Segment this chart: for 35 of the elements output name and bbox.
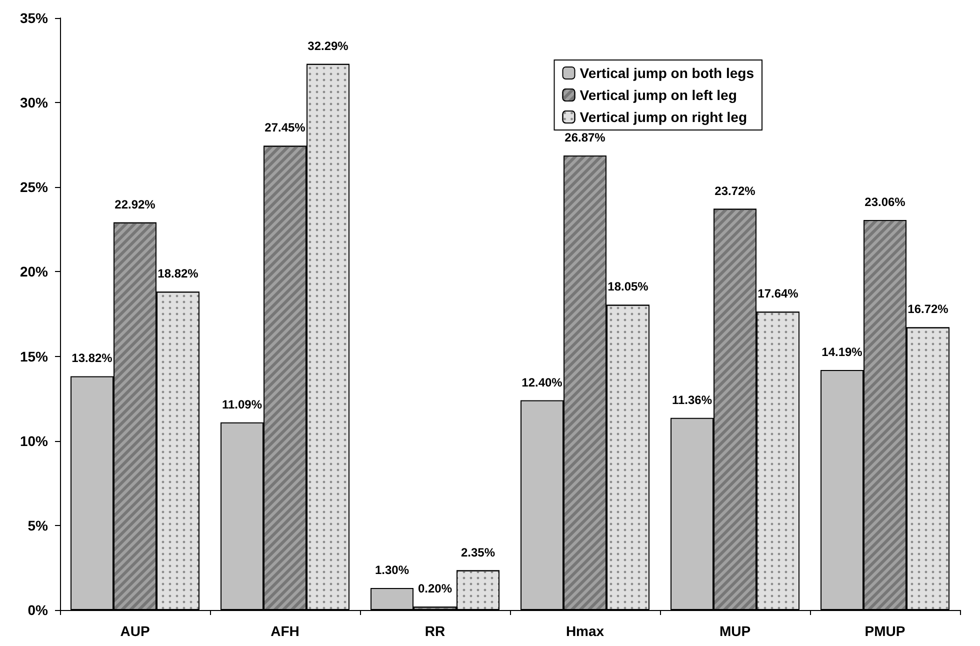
- data-label: 18.82%: [158, 266, 199, 281]
- y-tick-label: 30%: [20, 94, 49, 111]
- legend-label: Vertical jump on left leg: [580, 87, 737, 103]
- data-label: 11.36%: [672, 392, 712, 407]
- legend-label: Vertical jump on both legs: [580, 65, 754, 81]
- y-tick-label: 0%: [28, 602, 49, 618]
- y-tick-label: 20%: [20, 264, 49, 280]
- data-label: 13.82%: [72, 351, 113, 366]
- data-label: 12.40%: [522, 375, 563, 390]
- data-label: 27.45%: [264, 120, 306, 135]
- data-label: 17.64%: [758, 286, 799, 301]
- data-label: 11.09%: [222, 397, 262, 412]
- data-label: 16.72%: [908, 302, 949, 316]
- x-tick-label: PMUP: [864, 623, 906, 639]
- x-tick-label: Hmax: [566, 623, 604, 639]
- data-label: 14.19%: [822, 344, 863, 359]
- legend-label: Vertical jump on right leg: [580, 109, 747, 125]
- data-label: 1.30%: [374, 563, 410, 578]
- x-tick-label: MUP: [719, 623, 751, 639]
- y-tick-label: 10%: [20, 432, 49, 449]
- data-label: 0.20%: [418, 582, 452, 596]
- x-tick-label: AUP: [120, 623, 150, 639]
- data-label: 2.35%: [460, 545, 496, 560]
- x-tick-label: AFH: [270, 623, 300, 639]
- data-label: 26.87%: [564, 130, 606, 145]
- y-tick-label: 25%: [20, 179, 49, 196]
- data-label: 18.05%: [608, 280, 649, 294]
- data-label: 23.72%: [714, 184, 756, 198]
- x-tick-label: RR: [424, 623, 446, 639]
- y-tick-label: 5%: [28, 517, 49, 534]
- y-tick-label: 35%: [20, 10, 49, 26]
- data-label: 22.92%: [114, 197, 156, 212]
- y-tick-label: 15%: [20, 348, 49, 364]
- data-label: 32.29%: [308, 38, 349, 53]
- data-label: 23.06%: [864, 194, 906, 209]
